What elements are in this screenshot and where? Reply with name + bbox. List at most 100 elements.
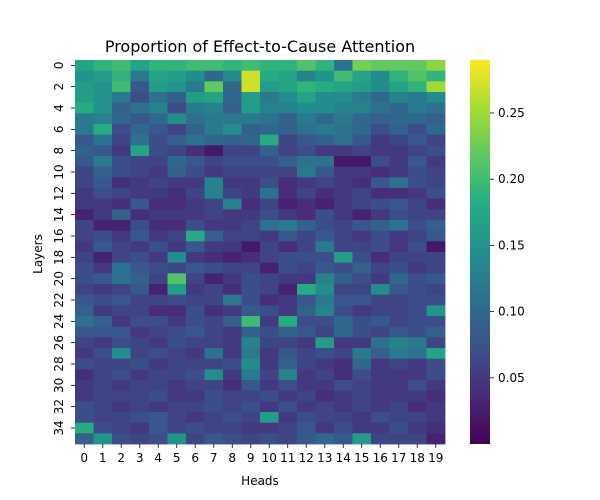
heatmap-cell (426, 81, 446, 93)
heatmap-cell (297, 124, 316, 136)
heatmap-cell (167, 412, 187, 424)
heatmap-cell (75, 177, 94, 189)
heatmap-cell (315, 177, 335, 189)
heatmap-cell (112, 284, 131, 296)
heatmap-cell (241, 92, 261, 104)
heatmap-cell (241, 252, 261, 264)
heatmap-cell (75, 188, 94, 200)
heatmap-cell (112, 422, 131, 434)
heatmap-cell (149, 380, 168, 392)
heatmap-cell (204, 166, 224, 178)
heatmap-cell (186, 337, 205, 349)
heatmap-cell (204, 380, 224, 392)
heatmap-cell (426, 60, 446, 72)
heatmap-cell (130, 358, 150, 370)
heatmap-cell (426, 113, 446, 125)
heatmap-cell (408, 316, 427, 328)
heatmap-cell (223, 305, 242, 317)
heatmap-cell (408, 134, 427, 146)
heatmap-cell (408, 412, 427, 424)
heatmap-cell (278, 422, 298, 434)
heatmap-cell (167, 156, 187, 168)
heatmap-cell (278, 113, 298, 125)
heatmap-cell (389, 401, 409, 413)
heatmap-cell (297, 134, 316, 146)
heatmap-cell (93, 145, 113, 157)
heatmap-cell (408, 273, 427, 285)
heatmap-cell (260, 337, 279, 349)
heatmap-cell (149, 316, 168, 328)
heatmap-cell (149, 209, 168, 221)
heatmap-cell (149, 70, 168, 82)
heatmap-cell (371, 113, 390, 125)
heatmap-cell (408, 401, 427, 413)
heatmap-cell (389, 348, 409, 360)
x-tick-label: 0 (80, 451, 88, 465)
heatmap-cell (112, 124, 131, 136)
heatmap-cell (223, 273, 242, 285)
heatmap-cell (371, 326, 390, 338)
heatmap-cell (223, 230, 242, 242)
heatmap-cell (260, 412, 279, 424)
heatmap-cell (278, 348, 298, 360)
heatmap-cell (186, 380, 205, 392)
heatmap-cell (223, 241, 242, 253)
heatmap-cell (112, 348, 131, 360)
heatmap-cell (278, 102, 298, 114)
heatmap-cell (186, 81, 205, 93)
heatmap-cell (93, 70, 113, 82)
heatmap-cell (186, 124, 205, 136)
heatmap-cell (352, 316, 372, 328)
heatmap-cell (167, 316, 187, 328)
heatmap-cell (260, 433, 279, 445)
heatmap-cell (241, 358, 261, 370)
heatmap-cell (75, 81, 94, 93)
heatmap-cell (149, 390, 168, 402)
heatmap-cell (149, 305, 168, 317)
heatmap-cell (204, 326, 224, 338)
heatmap-cell (149, 166, 168, 178)
chart-title: Proportion of Effect-to-Cause Attention (105, 37, 415, 56)
heatmap-cell (371, 252, 390, 264)
heatmap-cell (223, 166, 242, 178)
heatmap-cell (223, 369, 242, 381)
heatmap-cell (297, 209, 316, 221)
heatmap-cell (315, 134, 335, 146)
heatmap-cell (204, 156, 224, 168)
heatmap-cell (389, 92, 409, 104)
heatmap-cell (389, 241, 409, 253)
heatmap-cell (204, 348, 224, 360)
heatmap-cell (112, 390, 131, 402)
heatmap-cell (93, 124, 113, 136)
heatmap-cell (297, 252, 316, 264)
heatmap-cell (223, 60, 242, 72)
heatmap-cell (223, 177, 242, 189)
heatmap-cell (334, 209, 353, 221)
heatmap-cell (408, 422, 427, 434)
heatmap-cell (112, 113, 131, 125)
heatmap-cell (223, 433, 242, 445)
heatmap-cell (278, 433, 298, 445)
heatmap-cell (75, 305, 94, 317)
heatmap-cell (389, 294, 409, 306)
heatmap-cell (204, 273, 224, 285)
heatmap-cell (204, 252, 224, 264)
heatmap-cell (260, 198, 279, 210)
x-tick-label: 2 (117, 451, 125, 465)
heatmap-cell (167, 380, 187, 392)
heatmap-cell (75, 92, 94, 104)
heatmap-cell (389, 422, 409, 434)
heatmap-cell (130, 70, 150, 82)
heatmap-cell (371, 188, 390, 200)
heatmap-cell (112, 220, 131, 232)
heatmap-cell (408, 305, 427, 317)
heatmap-cell (112, 401, 131, 413)
heatmap-cell (371, 337, 390, 349)
heatmap-cell (223, 81, 242, 93)
heatmap-cell (408, 337, 427, 349)
heatmap-cell (93, 188, 113, 200)
heatmap-cell (371, 316, 390, 328)
heatmap-cell (260, 102, 279, 114)
heatmap-cell (75, 124, 94, 136)
heatmap-cell (223, 348, 242, 360)
